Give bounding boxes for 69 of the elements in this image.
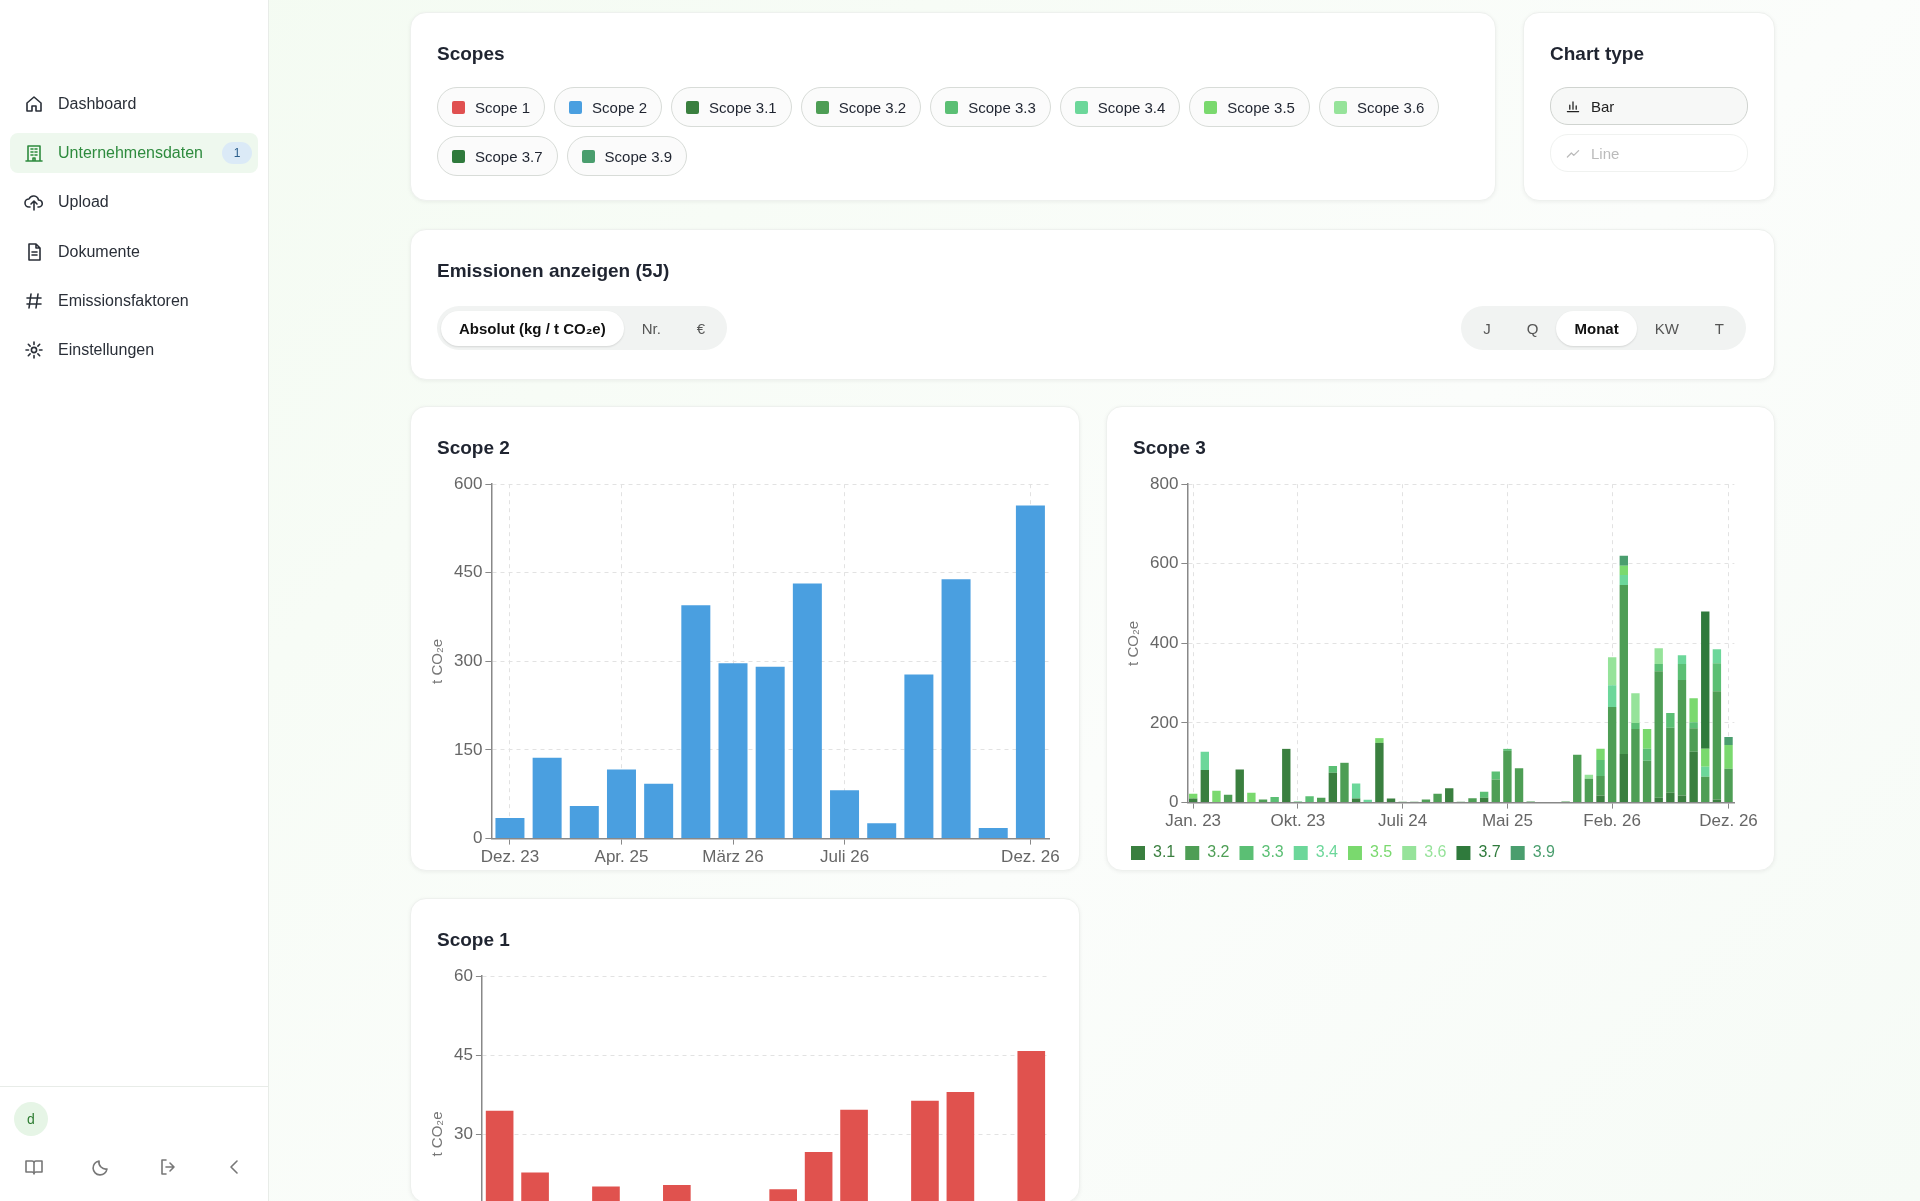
x-tick-label: Dez. 26 bbox=[1699, 811, 1758, 831]
category-label: Scope 3.6 bbox=[1318, 87, 1440, 127]
y-tick-label: 450 bbox=[453, 562, 483, 582]
y-tick-label: 30 bbox=[453, 1123, 473, 1143]
text: T bbox=[1713, 318, 1725, 339]
text: Dokumente bbox=[58, 243, 140, 261]
y-tick-label: 0 bbox=[472, 828, 483, 848]
category-label: € bbox=[695, 318, 707, 339]
y-axis-title: t CO₂e bbox=[1124, 620, 1142, 666]
x-tick-label: Mai 25 bbox=[1481, 811, 1533, 831]
text: Dashboard bbox=[58, 95, 137, 113]
text: Emissionsfaktoren bbox=[58, 292, 189, 310]
y-tick-label: 600 bbox=[1149, 553, 1179, 573]
text: Upload bbox=[58, 193, 109, 211]
x-tick-label: Feb. 26 bbox=[1583, 811, 1641, 831]
category-label: Scope 3.2 bbox=[800, 87, 922, 127]
avatar: d bbox=[14, 1102, 48, 1136]
legend-label: 3.9 bbox=[1532, 843, 1556, 861]
text: Scopes bbox=[437, 43, 505, 65]
category-label: Scope 3.7 bbox=[437, 136, 558, 176]
legend-label: 3.3 bbox=[1261, 843, 1284, 861]
category-label: Scope 3.1 bbox=[671, 87, 792, 127]
y-tick-label: 600 bbox=[453, 473, 483, 493]
legend-label: 3.4 bbox=[1315, 843, 1339, 861]
category-label: Nr. bbox=[640, 318, 662, 339]
x-tick-label: Okt. 23 bbox=[1270, 811, 1326, 831]
category-label: Scope 3.5 bbox=[1189, 87, 1310, 127]
text: Unternehmensdaten bbox=[58, 144, 203, 162]
text: Emissionen anzeigen (5J) bbox=[437, 260, 670, 282]
y-tick-label: 200 bbox=[1149, 712, 1179, 732]
category-label: Scope 3.3 bbox=[930, 87, 1051, 127]
text: Einstellungen bbox=[58, 341, 155, 359]
text: Monat bbox=[1556, 310, 1637, 346]
x-tick-label: März 26 bbox=[702, 847, 764, 867]
chart-title: Scope 3 bbox=[1133, 437, 1206, 459]
category-label: Scope 3.4 bbox=[1059, 87, 1181, 127]
category-label: Absolut (kg / t CO₂e) bbox=[441, 310, 624, 346]
y-tick-label: 300 bbox=[453, 651, 483, 671]
x-tick-label: Dez. 26 bbox=[1001, 847, 1060, 867]
chart-title: Scope 2 bbox=[437, 437, 510, 459]
text: J bbox=[1482, 318, 1492, 339]
category-label: Line bbox=[1550, 134, 1748, 172]
x-tick-label: Juli 26 bbox=[819, 847, 870, 867]
y-tick-label: 400 bbox=[1149, 633, 1179, 653]
y-axis-title: t CO₂e bbox=[428, 638, 446, 684]
category-label: Scope 2 bbox=[554, 87, 663, 127]
legend-label: 3.6 bbox=[1424, 843, 1447, 861]
text: 1 bbox=[222, 142, 252, 164]
y-axis-title: t CO₂e bbox=[428, 1111, 446, 1157]
x-tick-label: Dez. 23 bbox=[480, 847, 540, 867]
y-tick-label: 0 bbox=[1168, 792, 1179, 812]
category-label: Scope 1 bbox=[437, 87, 546, 127]
y-tick-label: 150 bbox=[453, 739, 483, 759]
category-label: Bar bbox=[1550, 87, 1748, 125]
y-tick-label: 45 bbox=[453, 1044, 473, 1064]
x-tick-label: Apr. 25 bbox=[594, 847, 649, 867]
legend-label: 3.2 bbox=[1207, 843, 1230, 861]
chart-title: Scope 1 bbox=[437, 929, 510, 951]
x-tick-label: Jan. 23 bbox=[1165, 811, 1222, 831]
y-tick-label: 60 bbox=[453, 965, 473, 985]
text: Q bbox=[1525, 318, 1540, 339]
text: Chart type bbox=[1550, 43, 1644, 65]
category-label: Scope 3.9 bbox=[566, 136, 688, 176]
x-tick-label: Juli 24 bbox=[1378, 811, 1428, 831]
legend-label: 3.7 bbox=[1478, 843, 1501, 861]
legend-label: 3.1 bbox=[1153, 843, 1176, 861]
legend-label: 3.5 bbox=[1369, 843, 1393, 861]
text: KW bbox=[1653, 318, 1680, 339]
y-tick-label: 800 bbox=[1149, 473, 1179, 493]
